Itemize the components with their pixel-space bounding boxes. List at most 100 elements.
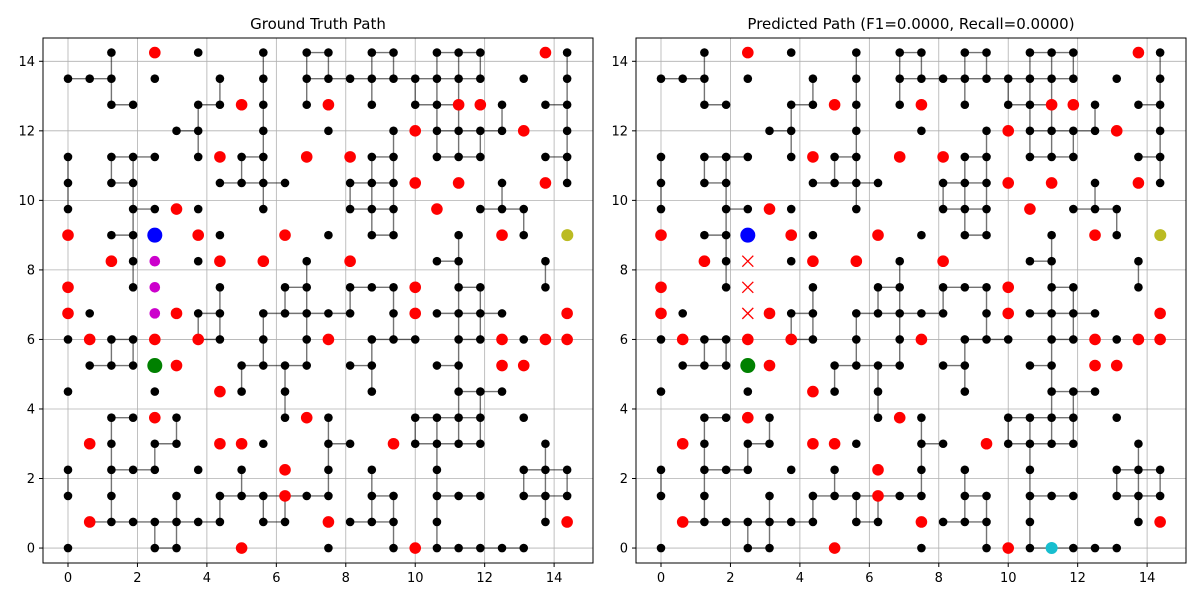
graph-node [895, 491, 905, 501]
graph-node [786, 309, 796, 318]
graph-edges [67, 51, 568, 549]
y-tick-label: 6 [27, 333, 35, 348]
graph-node [128, 152, 138, 162]
graph-node [1090, 126, 1100, 136]
obstacle-node [1002, 542, 1015, 554]
obstacle-node [409, 542, 422, 554]
graph-node [302, 361, 312, 370]
graph-node [367, 204, 377, 214]
obstacle-node [655, 281, 667, 294]
obstacle-node [1110, 359, 1123, 372]
graph-node [917, 230, 926, 240]
graph-node [873, 517, 883, 527]
graph-node [172, 517, 181, 527]
graph-node [389, 517, 398, 527]
graph-node [1134, 465, 1143, 475]
obstacle-node [149, 411, 161, 424]
graph-node [852, 152, 861, 162]
graph-node [193, 256, 203, 266]
graph-node [808, 100, 818, 110]
graph-node [1047, 126, 1056, 136]
graph-node [1025, 361, 1035, 370]
axes-frame [635, 37, 1187, 564]
x-tick-label: 12 [1069, 571, 1086, 586]
graph-node [454, 74, 463, 83]
graph-node [830, 465, 839, 475]
graph-node [562, 491, 572, 501]
obstacle-node [192, 333, 205, 346]
missed-path-points [741, 255, 754, 320]
graph-node [1090, 204, 1100, 214]
graph-node [541, 491, 550, 501]
y-tick-label: 12 [611, 124, 628, 139]
graph-node [454, 413, 463, 422]
graph-node [938, 439, 948, 449]
graph-node [1069, 282, 1078, 292]
graph-node [562, 100, 572, 110]
graph-node [128, 335, 138, 344]
graph-node [107, 465, 116, 475]
graph-node [476, 126, 485, 136]
graph-node [1047, 361, 1056, 370]
graph-node [700, 74, 709, 83]
graph-node [280, 517, 290, 527]
graph-node [107, 178, 116, 188]
graph-node [302, 282, 312, 292]
obstacle-node [1045, 177, 1058, 189]
graph-node [107, 74, 116, 83]
graph-node [1134, 517, 1143, 527]
graph-node [432, 517, 442, 527]
obstacle-node [1110, 125, 1123, 137]
graph-node [476, 48, 485, 57]
graph-node [895, 361, 905, 370]
graph-node [259, 48, 268, 57]
obstacle-node [279, 490, 291, 502]
graph-node [743, 74, 753, 83]
obstacle-node [62, 307, 74, 320]
graph-node [107, 230, 116, 240]
graph-node [367, 335, 377, 344]
obstacle-nodes [62, 46, 573, 554]
obstacle-node [1089, 333, 1101, 346]
obstacle-node [496, 359, 508, 372]
graph-node [454, 152, 463, 162]
graph-node [700, 517, 709, 527]
obstacle-node [828, 98, 841, 111]
graph-node [345, 204, 355, 214]
graph-node [193, 126, 203, 136]
obstacle-node [850, 255, 863, 268]
obstacle-node [517, 359, 530, 372]
graph-node [302, 256, 312, 266]
graph-node [808, 178, 818, 188]
graph-node [960, 361, 970, 370]
graph-node [150, 543, 160, 553]
graph-node [1090, 100, 1100, 110]
graph-node [193, 517, 203, 527]
obstacle-node [1024, 203, 1036, 215]
obstacle-node [496, 229, 508, 241]
graph-node [700, 178, 709, 188]
graph-node [497, 387, 507, 396]
graph-node [324, 491, 333, 501]
graph-node [1155, 74, 1165, 83]
graph-node [476, 204, 485, 214]
graph-node [562, 126, 572, 136]
graph-node [410, 335, 420, 344]
graph-node [367, 361, 377, 370]
obstacle-node [1002, 281, 1015, 294]
graph-node [237, 178, 246, 188]
graph-node [215, 335, 225, 344]
graph-node [765, 491, 774, 501]
graph-node [960, 335, 970, 344]
obstacle-node [676, 516, 689, 528]
graph-node [917, 491, 926, 501]
graph-node [1112, 491, 1122, 501]
graph-node [454, 256, 463, 266]
graph-node [917, 413, 926, 422]
graph-node [410, 74, 420, 83]
graph-node [765, 126, 774, 136]
obstacle-node [235, 542, 248, 554]
obstacle-node [409, 307, 422, 320]
obstacle-node [807, 255, 819, 268]
graph-node [1090, 543, 1100, 553]
